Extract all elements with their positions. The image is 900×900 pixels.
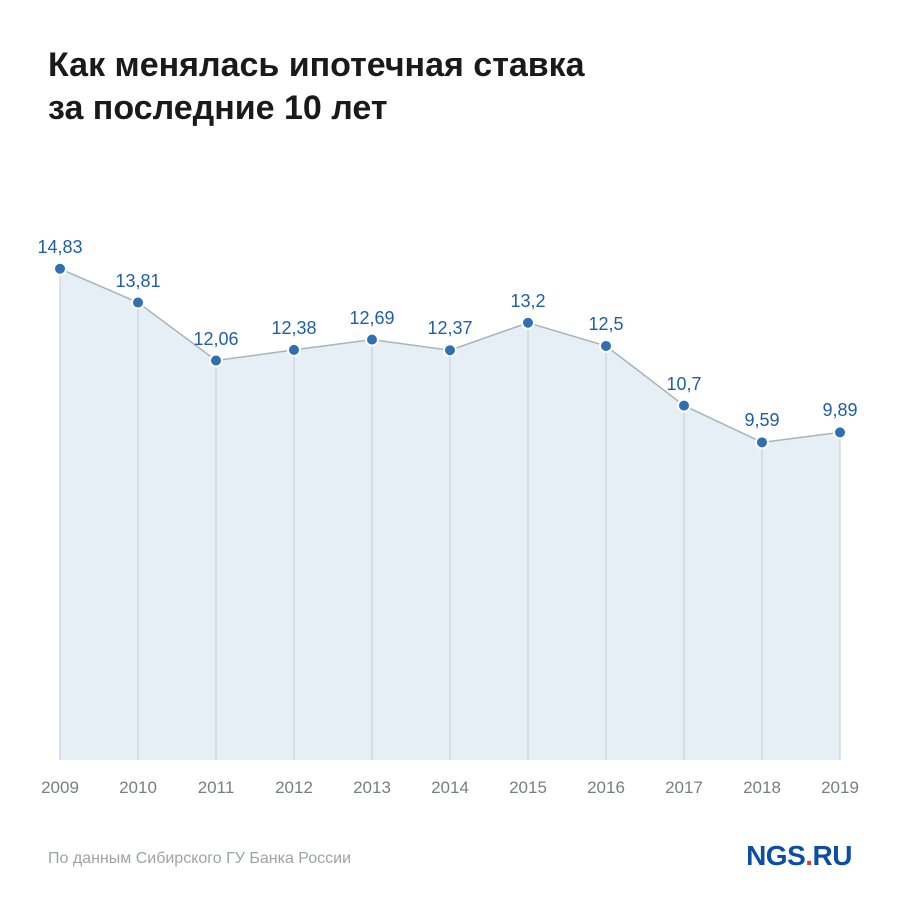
value-label: 14,83	[37, 237, 82, 258]
data-marker	[210, 355, 222, 367]
data-marker	[522, 317, 534, 329]
data-marker	[54, 263, 66, 275]
value-label: 12,69	[349, 308, 394, 329]
value-label: 13,2	[510, 291, 545, 312]
data-marker	[366, 334, 378, 346]
x-axis-label: 2009	[41, 778, 79, 798]
x-axis-label: 2013	[353, 778, 391, 798]
logo-ru: RU	[813, 840, 852, 871]
x-axis-label: 2011	[198, 778, 235, 798]
x-axis-label: 2017	[665, 778, 703, 798]
data-marker	[444, 344, 456, 356]
value-label: 12,06	[193, 329, 238, 350]
source-text: По данным Сибирского ГУ Банка России	[48, 850, 351, 868]
data-marker	[600, 340, 612, 352]
x-axis-label: 2012	[275, 778, 313, 798]
value-label: 9,59	[744, 410, 779, 431]
value-label: 13,81	[115, 271, 160, 292]
logo-dot: .	[805, 840, 812, 871]
brand-logo: NGS.RU	[746, 840, 852, 872]
data-marker	[132, 297, 144, 309]
value-label: 12,38	[271, 318, 316, 339]
x-axis-label: 2014	[431, 778, 469, 798]
logo-ngs: NGS	[746, 840, 805, 871]
data-marker	[756, 436, 768, 448]
data-marker	[834, 426, 846, 438]
data-marker	[288, 344, 300, 356]
x-axis-label: 2016	[587, 778, 625, 798]
infographic-page: { "title": { "line1": "Как менялась ипот…	[0, 0, 900, 900]
area-chart-svg	[0, 0, 900, 900]
data-marker	[678, 400, 690, 412]
value-label: 12,5	[588, 314, 623, 335]
value-label: 10,7	[666, 374, 701, 395]
x-axis-label: 2015	[509, 778, 547, 798]
value-label: 9,89	[822, 400, 857, 421]
x-axis-label: 2019	[821, 778, 859, 798]
x-axis-label: 2018	[743, 778, 781, 798]
value-label: 12,37	[427, 318, 472, 339]
x-axis-label: 2010	[119, 778, 157, 798]
